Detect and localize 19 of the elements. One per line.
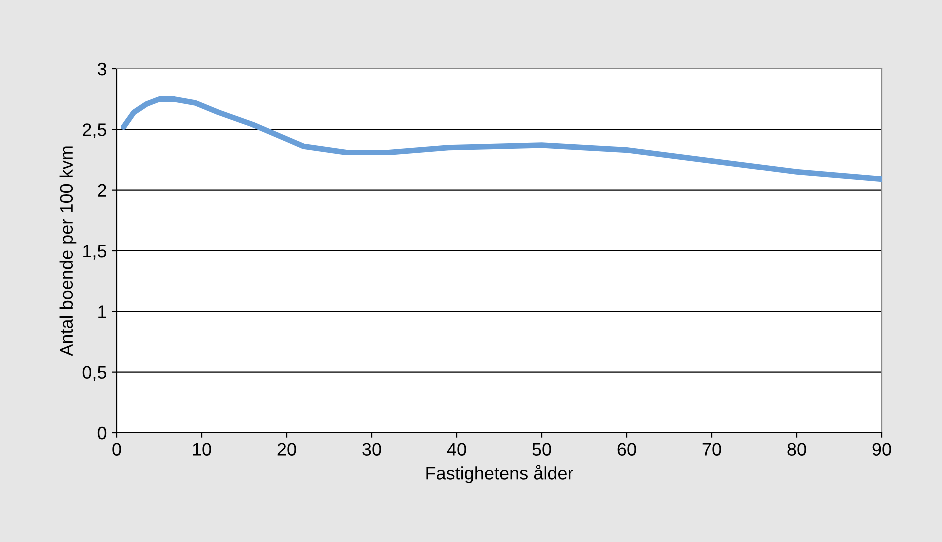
y-tick-label: 2: [98, 184, 106, 197]
x-tick-label: 20: [278, 443, 296, 456]
x-tick-label: 30: [362, 443, 382, 456]
y-tick-label: 1,5: [84, 245, 107, 260]
y-tick-label: 2,5: [83, 124, 107, 139]
y-tick-label: 3: [98, 62, 106, 76]
y-tick-label: 0: [98, 426, 107, 440]
y-tick-label: 0,5: [82, 366, 107, 382]
x-tick-label: 40: [447, 443, 466, 456]
x-tick-label: 70: [702, 443, 722, 456]
y-axis-title: Antal boende per 100 kvm: [60, 146, 77, 356]
x-tick-label: 60: [618, 443, 636, 456]
y-tick-label: 1: [98, 306, 106, 318]
x-tick-label: 90: [872, 443, 892, 456]
x-tick-label: 0: [112, 443, 122, 456]
x-tick-label: 50: [532, 443, 552, 456]
x-axis-title: Fastighetens ålder: [426, 465, 574, 484]
x-tick-label: 80: [788, 443, 806, 456]
x-tick-label: 10: [193, 443, 212, 456]
